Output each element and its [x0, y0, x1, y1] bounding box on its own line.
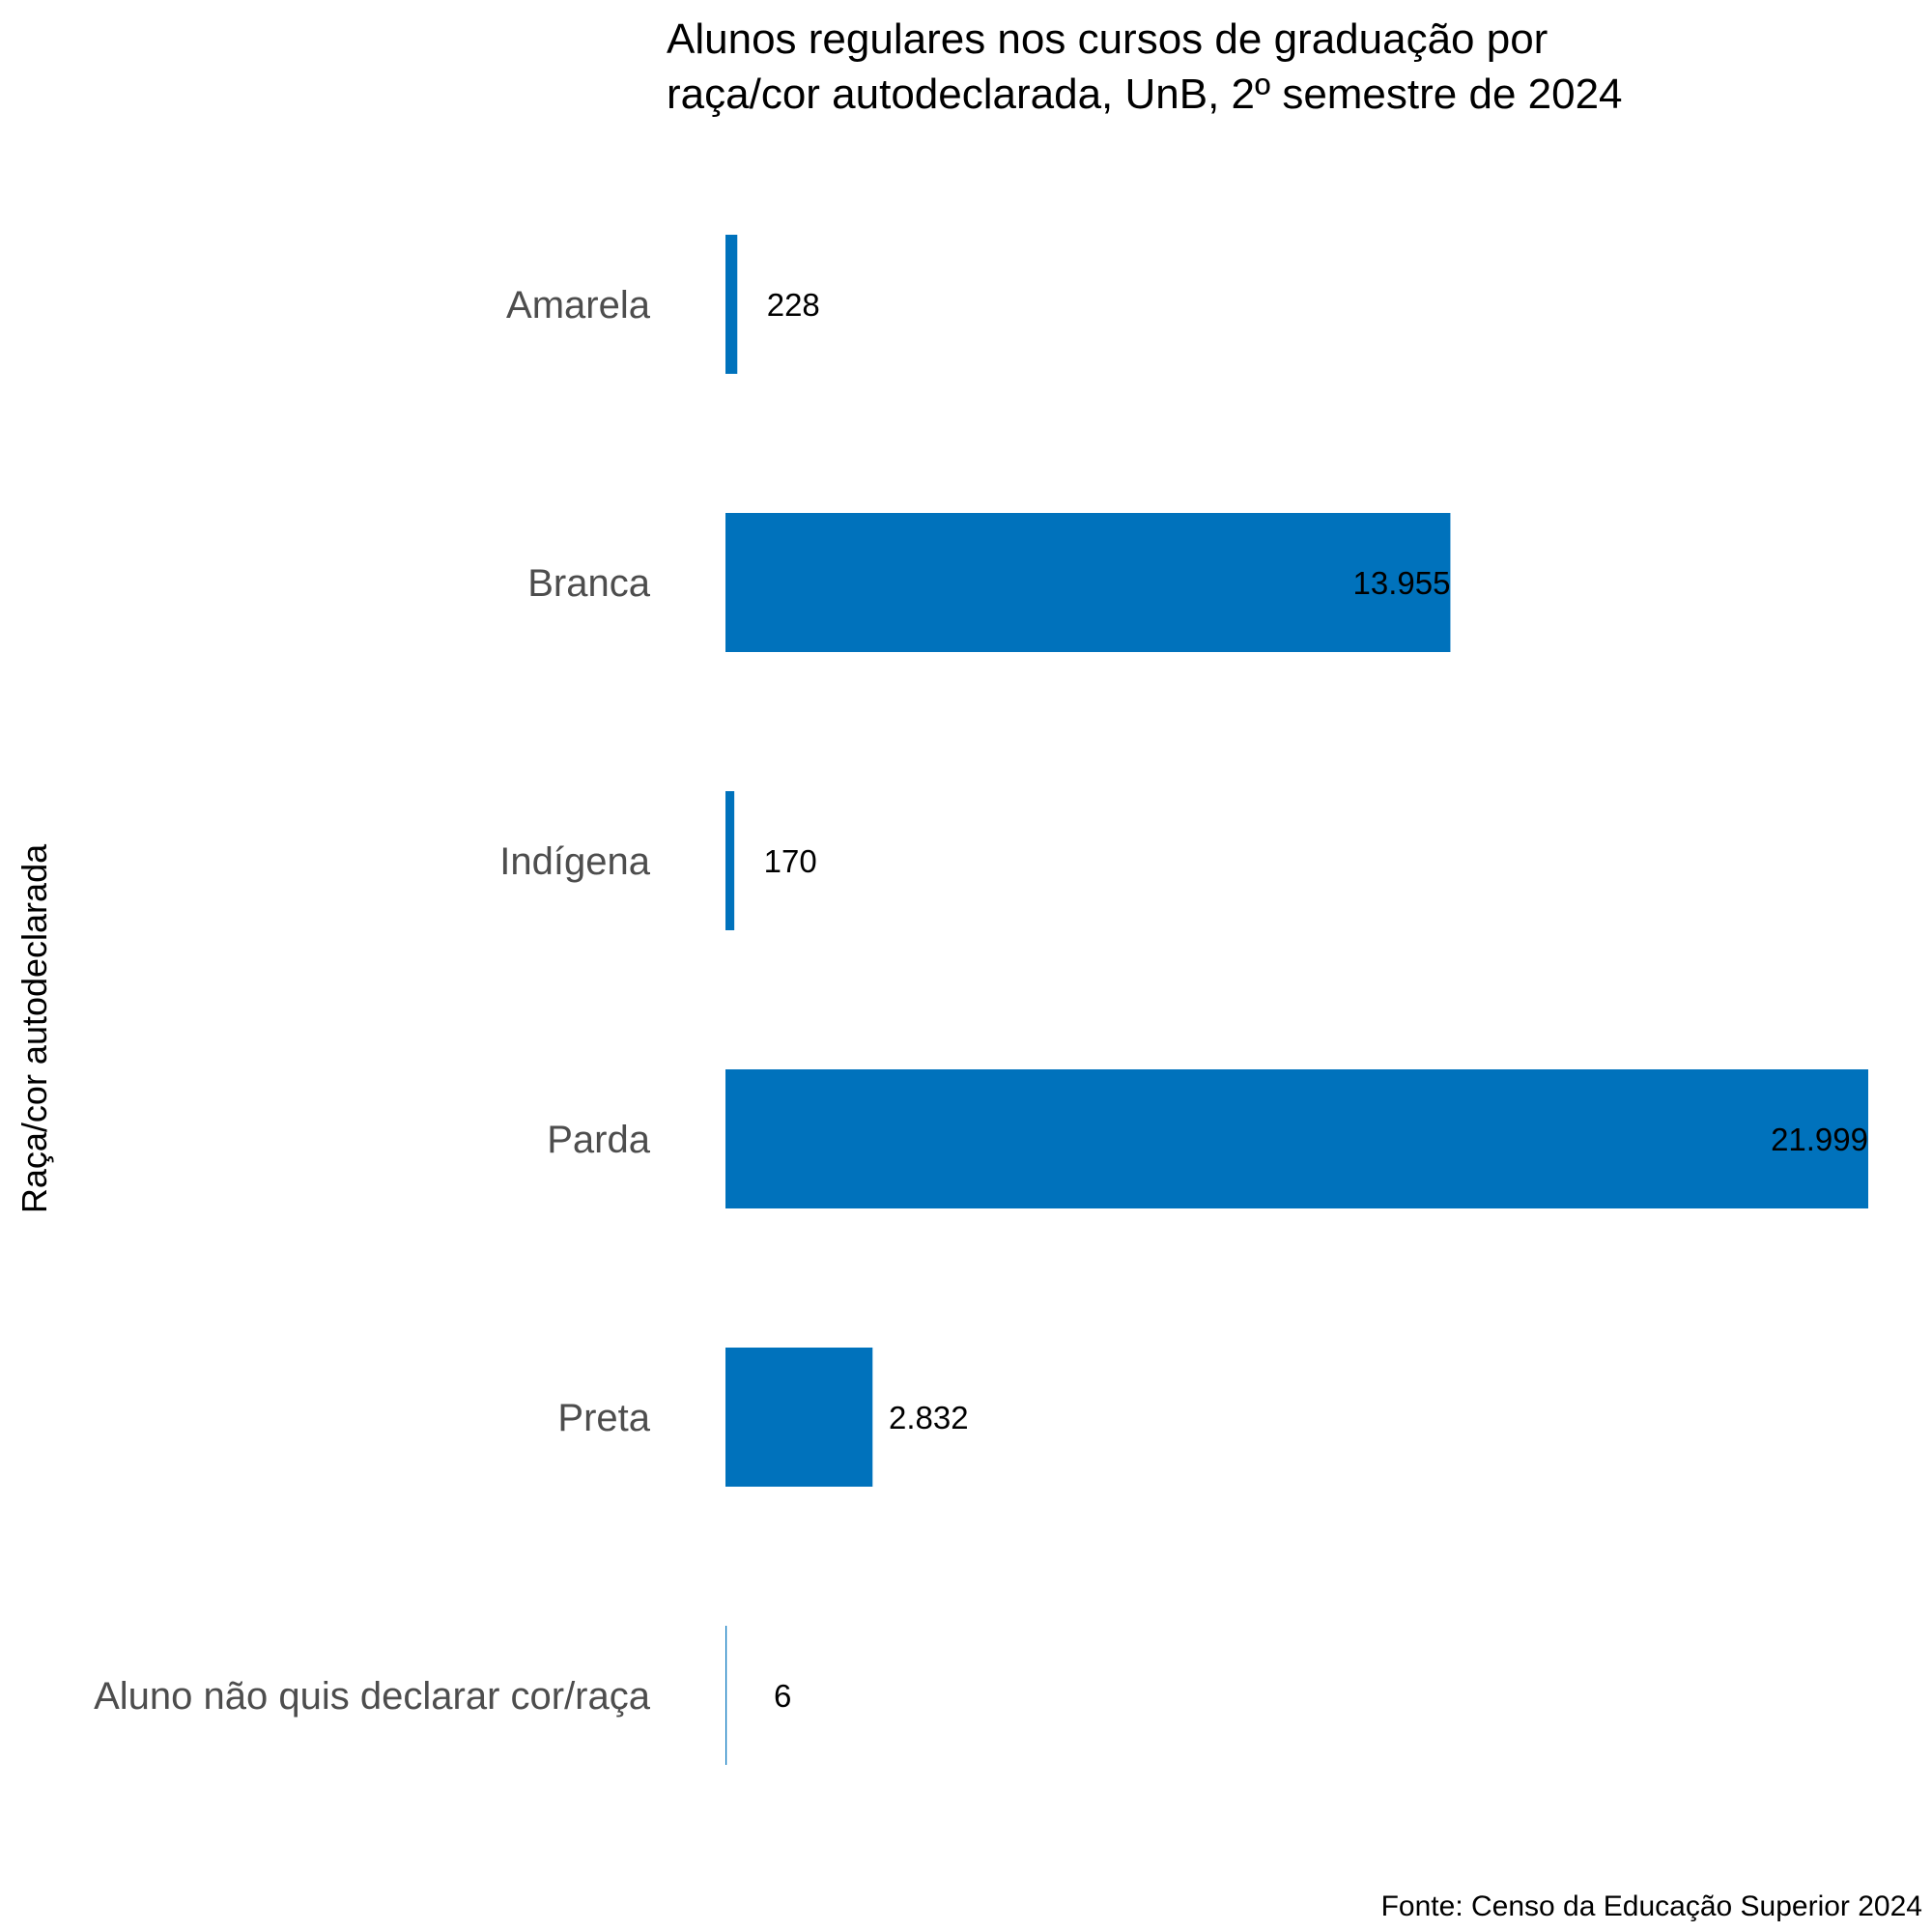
- value-label-2: 170: [764, 843, 817, 879]
- category-label-3: Parda: [547, 1119, 650, 1161]
- category-label-2: Indígena: [499, 840, 650, 883]
- category-label-1: Branca: [527, 562, 650, 605]
- chart-caption: Fonte: Censo da Educação Superior 2024: [1381, 1890, 1922, 1922]
- bar-2: [725, 791, 735, 930]
- category-label-5: Aluno não quis declarar cor/raça: [94, 1675, 651, 1718]
- chart-title-line-2: raça/cor autodeclarada, UnB, 2º semestre…: [667, 71, 1623, 118]
- value-label-1: 13.955: [1352, 565, 1450, 601]
- bar-3: [725, 1069, 1868, 1208]
- bar-4: [725, 1348, 873, 1487]
- value-label-0: 228: [767, 287, 820, 323]
- value-label-5: 6: [774, 1678, 791, 1714]
- bar-0: [725, 235, 738, 374]
- category-label-4: Preta: [557, 1397, 650, 1439]
- bars-group: Amarela 228 Branca 13.955 Indígena 170 Parda 21…: [94, 235, 1868, 1765]
- bar-5: [725, 1626, 727, 1765]
- category-label-0: Amarela: [506, 284, 651, 327]
- value-label-4: 2.832: [889, 1400, 969, 1435]
- bar-1: [725, 513, 1451, 652]
- value-label-3: 21.999: [1771, 1122, 1868, 1157]
- chart-title-line-1: Alunos regulares nos cursos de graduação…: [667, 15, 1548, 63]
- y-axis-label: Raça/cor autodeclarada: [14, 843, 54, 1213]
